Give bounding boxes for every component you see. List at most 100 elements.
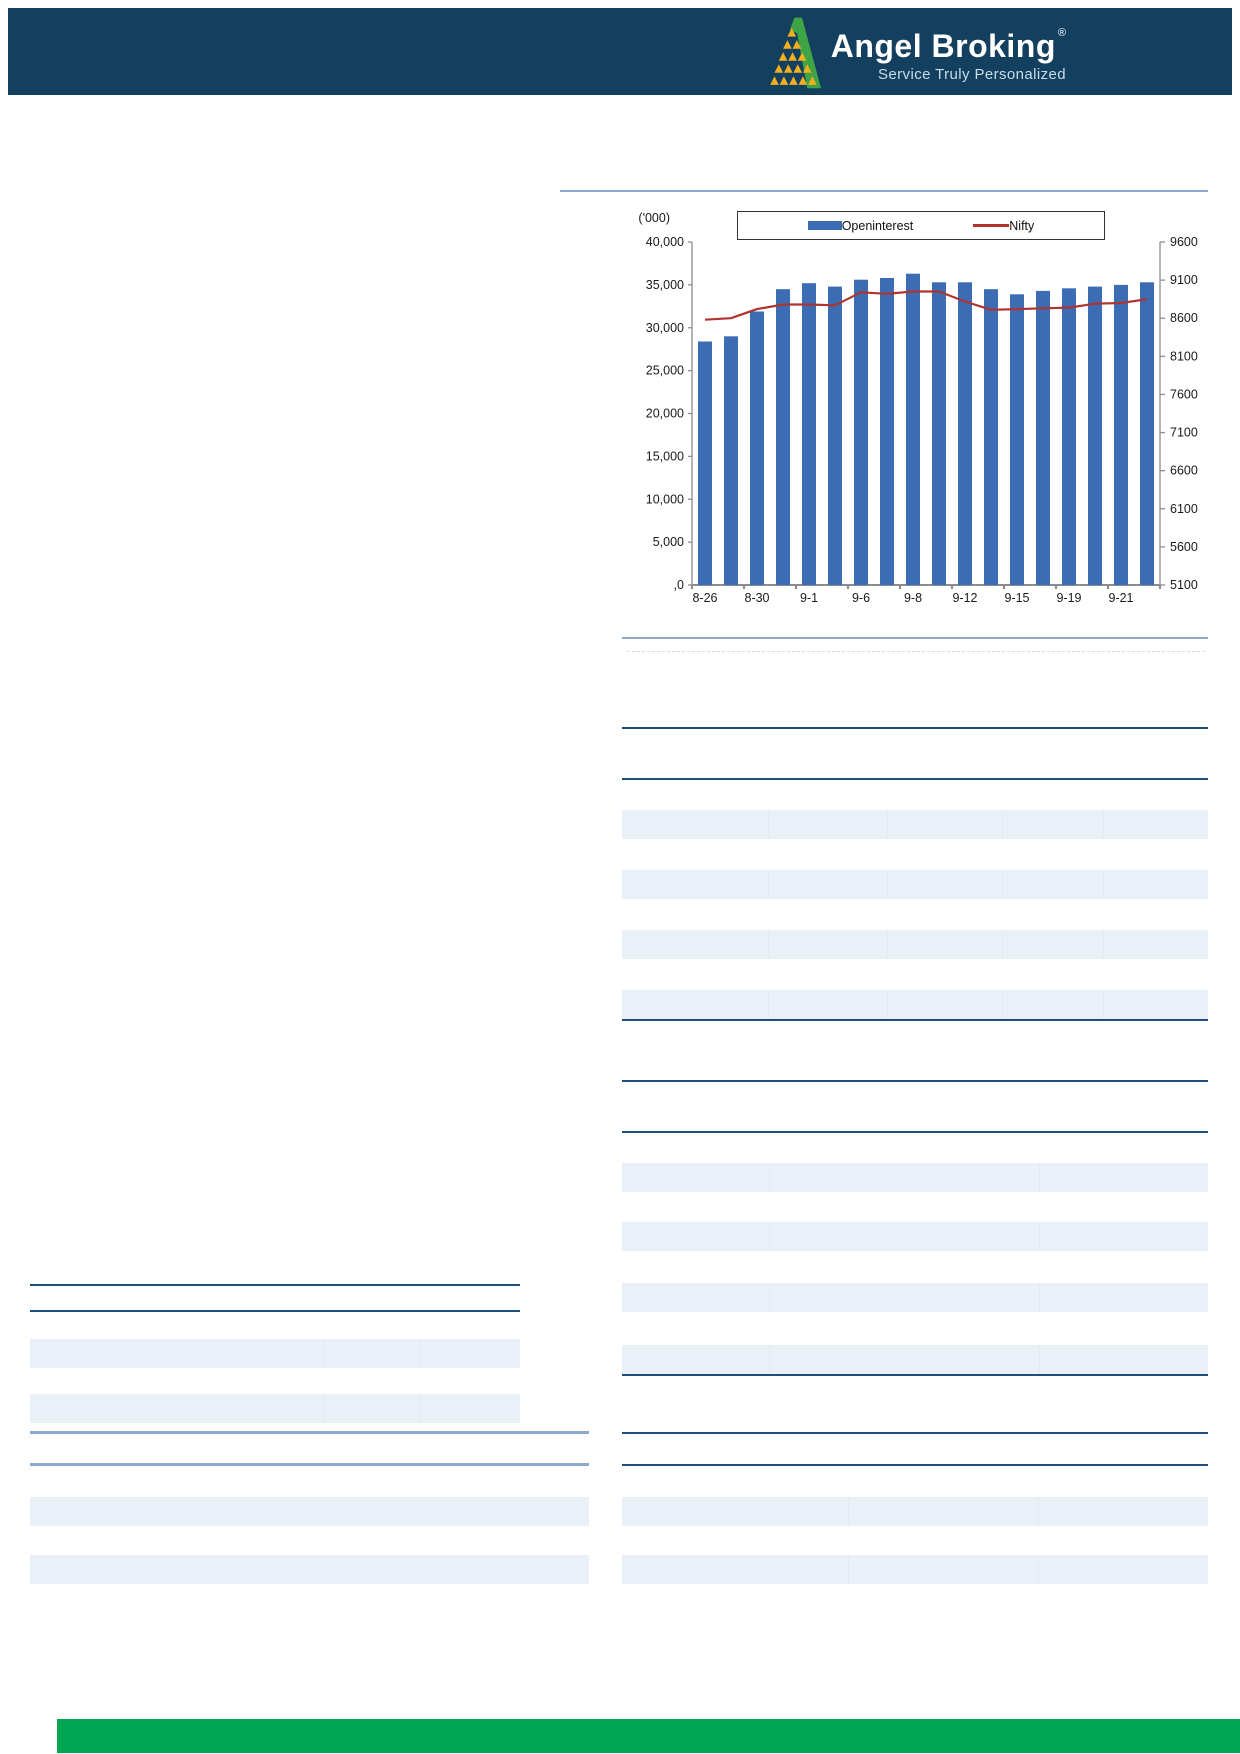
table-cell [768, 930, 887, 959]
table-cell [768, 810, 887, 839]
registered-mark-icon: ® [1057, 27, 1066, 39]
openinterest-swatch-icon [807, 221, 842, 230]
svg-text:35,000: 35,000 [646, 278, 684, 292]
svg-text:6100: 6100 [1170, 502, 1198, 516]
svg-text:9-12: 9-12 [952, 591, 977, 605]
table-cell [1001, 810, 1103, 839]
table-cell [1102, 930, 1208, 959]
table-row [30, 1339, 520, 1368]
table-row [622, 810, 1208, 839]
table-rule [622, 1131, 1208, 1133]
svg-text:9100: 9100 [1170, 273, 1198, 287]
table-cell [768, 1283, 1039, 1312]
svg-text:30,000: 30,000 [646, 321, 684, 335]
section-divider-top [560, 190, 1208, 192]
svg-text:9-19: 9-19 [1056, 591, 1081, 605]
table-cell [848, 1555, 1038, 1584]
svg-text:5600: 5600 [1170, 540, 1198, 554]
table-cell [768, 1345, 1039, 1374]
table-cell [622, 1497, 848, 1526]
table-cell [419, 1394, 520, 1423]
table-cell [323, 1394, 420, 1423]
footer-bar [57, 1719, 1240, 1753]
table-row [622, 1345, 1208, 1374]
table-cell [1102, 990, 1208, 1019]
svg-text:7100: 7100 [1170, 426, 1198, 440]
svg-text:8-30: 8-30 [744, 591, 769, 605]
table-cell [323, 1339, 420, 1368]
brand-tagline: Service Truly Personalized [878, 66, 1066, 84]
exhibit-divider [622, 637, 1208, 639]
table-cell [622, 1222, 769, 1251]
table-cell [30, 1394, 324, 1423]
table-rule [30, 1310, 520, 1312]
table-cell [887, 990, 1001, 1019]
table-cell [622, 990, 768, 1019]
svg-text:9600: 9600 [1170, 235, 1198, 249]
table-cell [30, 1339, 324, 1368]
table-cell [887, 810, 1001, 839]
chart-legend: Openinterest Nifty [737, 211, 1105, 240]
open-interest-nifty-chart: ('000) 40,000 35,000 30,000 25,000 20,000 15,0… [638, 211, 1198, 605]
table-cell [1001, 930, 1103, 959]
svg-text:20,000: 20,000 [646, 407, 684, 421]
legend-openinterest-label: Openinterest [841, 218, 914, 233]
table-cell [1102, 810, 1208, 839]
table-cell [622, 1555, 848, 1584]
table-rule [622, 1019, 1208, 1021]
svg-text:9-6: 9-6 [852, 591, 870, 605]
table-rule [622, 727, 1208, 729]
table-row [622, 1163, 1208, 1192]
svg-text:10,000: 10,000 [646, 492, 684, 506]
table-cell [622, 870, 768, 899]
table-row [30, 1555, 589, 1584]
svg-text:,0: ,0 [674, 578, 684, 592]
table-cell [622, 1163, 769, 1192]
angel-broking-logo: Angel Broking ® Service Truly Personaliz… [759, 17, 1066, 94]
svg-text:9-15: 9-15 [1004, 591, 1029, 605]
svg-text:8-26: 8-26 [692, 591, 717, 605]
svg-text:8100: 8100 [1170, 349, 1198, 363]
table-cell [768, 990, 887, 1019]
svg-text:40,000: 40,000 [646, 235, 684, 249]
table-rule [622, 1464, 1208, 1466]
svg-text:15,000: 15,000 [646, 449, 684, 463]
svg-text:6600: 6600 [1170, 464, 1198, 478]
table-cell [1001, 990, 1103, 1019]
angel-broking-logo-icon [759, 17, 821, 94]
table-cell [622, 1283, 769, 1312]
svg-text:('000): ('000) [638, 211, 670, 225]
table-cell [1038, 1345, 1208, 1374]
table-row [622, 930, 1208, 959]
header-bar: Angel Broking ® Service Truly Personaliz… [8, 8, 1232, 95]
table-rule [30, 1284, 520, 1286]
svg-text:7600: 7600 [1170, 387, 1198, 401]
table-cell [768, 1222, 1039, 1251]
svg-text:5100: 5100 [1170, 578, 1198, 592]
svg-text:8600: 8600 [1170, 311, 1198, 325]
svg-text:5,000: 5,000 [653, 535, 684, 549]
table-cell [622, 810, 768, 839]
table-cell [1038, 1555, 1208, 1584]
table-row [622, 1555, 1208, 1584]
table-rule [30, 1431, 589, 1434]
table-cell [768, 1163, 1039, 1192]
svg-text:25,000: 25,000 [646, 364, 684, 378]
brand-name: Angel Broking [830, 28, 1056, 64]
table-cell [622, 930, 768, 959]
table-cell [1038, 1497, 1208, 1526]
table-cell [887, 870, 1001, 899]
table-rule [622, 1432, 1208, 1434]
table-cell [419, 1339, 520, 1368]
table-rule [30, 1463, 589, 1466]
table-row [30, 1497, 589, 1526]
nifty-line-swatch-icon [973, 224, 1010, 227]
table-cell [1001, 870, 1103, 899]
table-cell [887, 930, 1001, 959]
table-row [622, 990, 1208, 1019]
table-rule [622, 1374, 1208, 1376]
svg-text:9-1: 9-1 [800, 591, 818, 605]
table-row [30, 1394, 520, 1423]
table-rule [622, 778, 1208, 780]
